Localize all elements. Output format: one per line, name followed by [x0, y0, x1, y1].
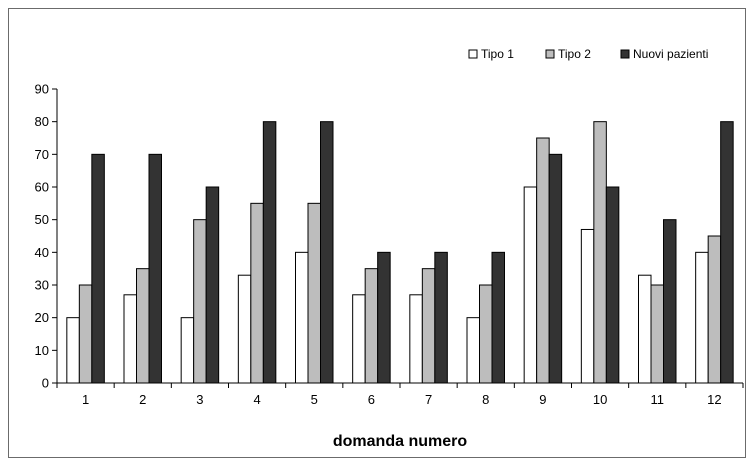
bar	[605, 186, 620, 384]
bar	[148, 153, 162, 384]
bar	[123, 294, 137, 384]
bar	[91, 153, 105, 384]
y-tick-label: 10	[35, 343, 49, 358]
bar	[593, 121, 607, 384]
bar	[193, 219, 207, 384]
x-tick-label: 12	[707, 392, 721, 407]
bar	[320, 121, 334, 384]
bar	[650, 284, 664, 384]
bar	[295, 251, 309, 384]
x-tick-label: 2	[139, 392, 146, 407]
y-tick-label: 20	[35, 310, 49, 325]
x-tick-label: 4	[253, 392, 260, 407]
x-axis-title: domanda numero	[333, 433, 467, 450]
bar	[580, 228, 595, 384]
bar	[523, 186, 538, 384]
x-tick-label: 6	[368, 392, 375, 407]
bar	[180, 317, 195, 384]
legend-swatch	[620, 49, 630, 59]
y-tick-label: 80	[35, 114, 49, 129]
legend-swatch	[468, 49, 478, 59]
bar	[663, 219, 677, 384]
bar	[479, 284, 493, 384]
legend-label: Nuovi pazienti	[633, 47, 708, 61]
x-tick-label: 7	[425, 392, 432, 407]
x-tick-label: 11	[651, 392, 665, 407]
bar	[421, 268, 436, 384]
bar	[364, 268, 379, 384]
y-tick-label: 30	[35, 278, 49, 293]
bar	[548, 153, 563, 384]
bar	[491, 251, 505, 384]
bar	[352, 294, 366, 384]
x-tick-label: 8	[482, 392, 489, 407]
bar	[250, 202, 264, 384]
y-tick-label: 70	[35, 147, 49, 162]
y-tick-label: 90	[35, 82, 49, 97]
x-tick-label: 9	[539, 392, 546, 407]
bar	[695, 251, 709, 384]
bar	[638, 274, 652, 384]
bar	[237, 274, 252, 384]
bar	[409, 294, 423, 384]
legend-swatch	[545, 49, 555, 59]
legend: Tipo 1 Tipo 2 Nuovi pazienti	[468, 47, 708, 61]
y-tick-label: 50	[35, 212, 49, 227]
bar	[536, 137, 550, 384]
x-tick-label: 5	[311, 392, 318, 407]
bar	[136, 268, 150, 384]
bar	[377, 251, 391, 384]
bar	[720, 121, 734, 384]
bar	[205, 186, 220, 384]
bar	[262, 121, 277, 384]
bar	[434, 251, 448, 384]
bar	[66, 317, 80, 384]
x-tick-label: 10	[593, 392, 607, 407]
legend-label: Tipo 1	[481, 47, 514, 61]
legend-label: Tipo 2	[558, 47, 591, 61]
bar	[707, 235, 722, 384]
bar	[466, 317, 480, 384]
y-tick-label: 0	[42, 376, 49, 391]
bar	[78, 284, 93, 384]
x-tick-label: 1	[82, 392, 89, 407]
y-tick-label: 60	[35, 180, 49, 195]
x-tick-label: 3	[196, 392, 203, 407]
y-tick-label: 40	[35, 245, 49, 260]
bar	[307, 202, 321, 384]
